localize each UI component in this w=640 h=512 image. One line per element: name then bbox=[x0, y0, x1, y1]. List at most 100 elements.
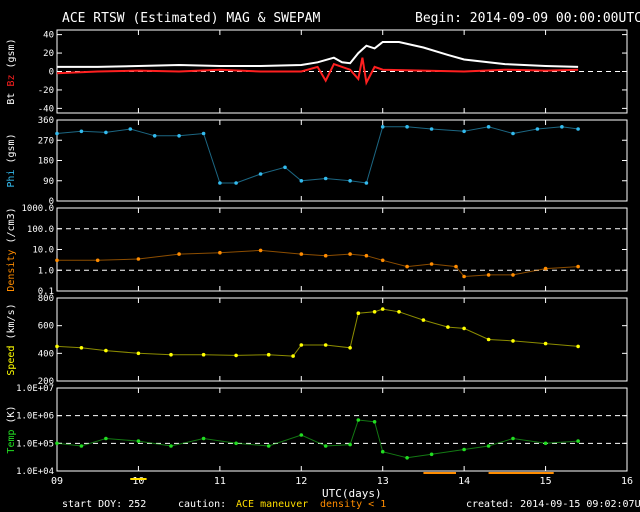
data-point bbox=[299, 343, 304, 347]
y-tick-label: 1.0E+06 bbox=[16, 412, 54, 422]
series-line-bz bbox=[56, 57, 579, 86]
y-tick-label: 800 bbox=[38, 294, 54, 304]
data-point bbox=[79, 444, 84, 448]
data-point bbox=[55, 131, 59, 136]
data-point bbox=[323, 253, 328, 258]
chart-title: ACE RTSW (Estimated) MAG & SWEPAM bbox=[62, 11, 320, 26]
data-point bbox=[348, 252, 352, 256]
y-tick-label: -20 bbox=[38, 86, 54, 96]
x-tick-label: 16 bbox=[621, 476, 633, 487]
y-tick-label: 1.0E+04 bbox=[16, 467, 54, 477]
x-tick-label: 09 bbox=[51, 476, 63, 487]
data-point bbox=[104, 436, 108, 441]
ace-maneuver-label: ACE maneuver bbox=[236, 499, 308, 510]
data-point bbox=[486, 273, 491, 277]
data-point bbox=[299, 433, 304, 437]
data-point bbox=[429, 452, 434, 457]
data-point bbox=[201, 352, 206, 357]
y-tick-label: 1.0E+05 bbox=[16, 439, 54, 449]
data-point bbox=[462, 447, 466, 452]
low-density-label: density < 1 bbox=[320, 499, 386, 510]
data-point bbox=[348, 346, 352, 350]
y-tick-label: 10.0 bbox=[32, 246, 54, 256]
data-point bbox=[429, 127, 434, 131]
data-point bbox=[291, 354, 295, 358]
data-point bbox=[169, 352, 173, 357]
data-point bbox=[576, 439, 580, 443]
y-tick-label: 20 bbox=[43, 49, 54, 59]
y-tick-label: 180 bbox=[38, 157, 54, 167]
data-point bbox=[152, 134, 157, 138]
y-tick-label: 200 bbox=[38, 377, 54, 387]
data-point bbox=[405, 125, 409, 129]
panel-frame bbox=[56, 207, 628, 292]
data-point bbox=[372, 310, 377, 314]
y-tick-label: 1000.0 bbox=[21, 204, 54, 214]
y-tick-label: 90 bbox=[43, 177, 54, 187]
data-point bbox=[380, 307, 385, 311]
data-point bbox=[258, 172, 263, 176]
y-tick-label: 0.1 bbox=[38, 287, 54, 297]
data-point bbox=[380, 125, 385, 129]
data-point bbox=[218, 250, 222, 255]
data-point bbox=[201, 131, 206, 136]
caution-label: caution: bbox=[178, 499, 226, 510]
y-tick-label: 0 bbox=[49, 68, 54, 78]
data-point bbox=[266, 444, 271, 448]
x-tick-label: 15 bbox=[540, 476, 552, 487]
data-point bbox=[323, 343, 328, 347]
data-point bbox=[234, 181, 238, 185]
y-axis-label: Speed (km/s) bbox=[6, 303, 17, 375]
data-point bbox=[576, 127, 580, 131]
data-point bbox=[454, 264, 458, 269]
series-trace-phi bbox=[56, 126, 579, 184]
x-tick-label: 10 bbox=[132, 476, 144, 487]
data-point bbox=[405, 456, 409, 460]
data-point bbox=[364, 253, 369, 258]
x-tick-label: 11 bbox=[214, 476, 226, 487]
y-tick-label: 400 bbox=[38, 349, 54, 359]
data-point bbox=[429, 262, 434, 266]
data-point bbox=[104, 348, 108, 353]
data-point bbox=[446, 325, 450, 329]
data-point bbox=[380, 258, 385, 263]
data-point bbox=[177, 134, 181, 138]
data-point bbox=[177, 252, 181, 256]
y-tick-label: 40 bbox=[43, 31, 54, 41]
created-timestamp: created: 2014-09-15 09:02:07UTC bbox=[466, 499, 640, 510]
data-point bbox=[511, 131, 515, 136]
data-point bbox=[405, 264, 409, 269]
y-tick-label: -40 bbox=[38, 104, 54, 114]
data-point bbox=[55, 258, 59, 263]
data-point bbox=[258, 248, 263, 253]
data-point bbox=[234, 353, 238, 358]
panel-frame bbox=[56, 387, 628, 472]
y-tick-label: 1.0 bbox=[38, 266, 54, 276]
data-point bbox=[136, 439, 141, 443]
y-tick-label: 600 bbox=[38, 322, 54, 332]
data-point bbox=[486, 125, 491, 129]
data-point bbox=[462, 326, 466, 331]
x-tick-label: 14 bbox=[458, 476, 470, 487]
data-point bbox=[201, 436, 206, 441]
data-point bbox=[421, 318, 426, 322]
data-point bbox=[364, 181, 369, 185]
y-axis-label: Bt Bz (gsm) bbox=[6, 38, 17, 104]
data-point bbox=[348, 179, 352, 183]
data-point bbox=[356, 418, 361, 422]
data-point bbox=[511, 339, 515, 343]
x-tick-label: 13 bbox=[377, 476, 389, 487]
begin-timestamp: Begin: 2014-09-09 00:00:00UTC bbox=[415, 11, 640, 26]
data-point bbox=[543, 341, 548, 346]
data-point bbox=[234, 441, 238, 446]
data-point bbox=[55, 441, 59, 446]
data-point bbox=[104, 130, 108, 135]
data-point bbox=[79, 129, 84, 134]
data-point bbox=[462, 129, 466, 134]
data-point bbox=[535, 127, 540, 131]
x-axis-label: UTC(days) bbox=[322, 487, 382, 500]
y-axis-label: Density (/cm3) bbox=[6, 207, 17, 291]
data-point bbox=[55, 344, 59, 349]
data-point bbox=[266, 352, 271, 357]
